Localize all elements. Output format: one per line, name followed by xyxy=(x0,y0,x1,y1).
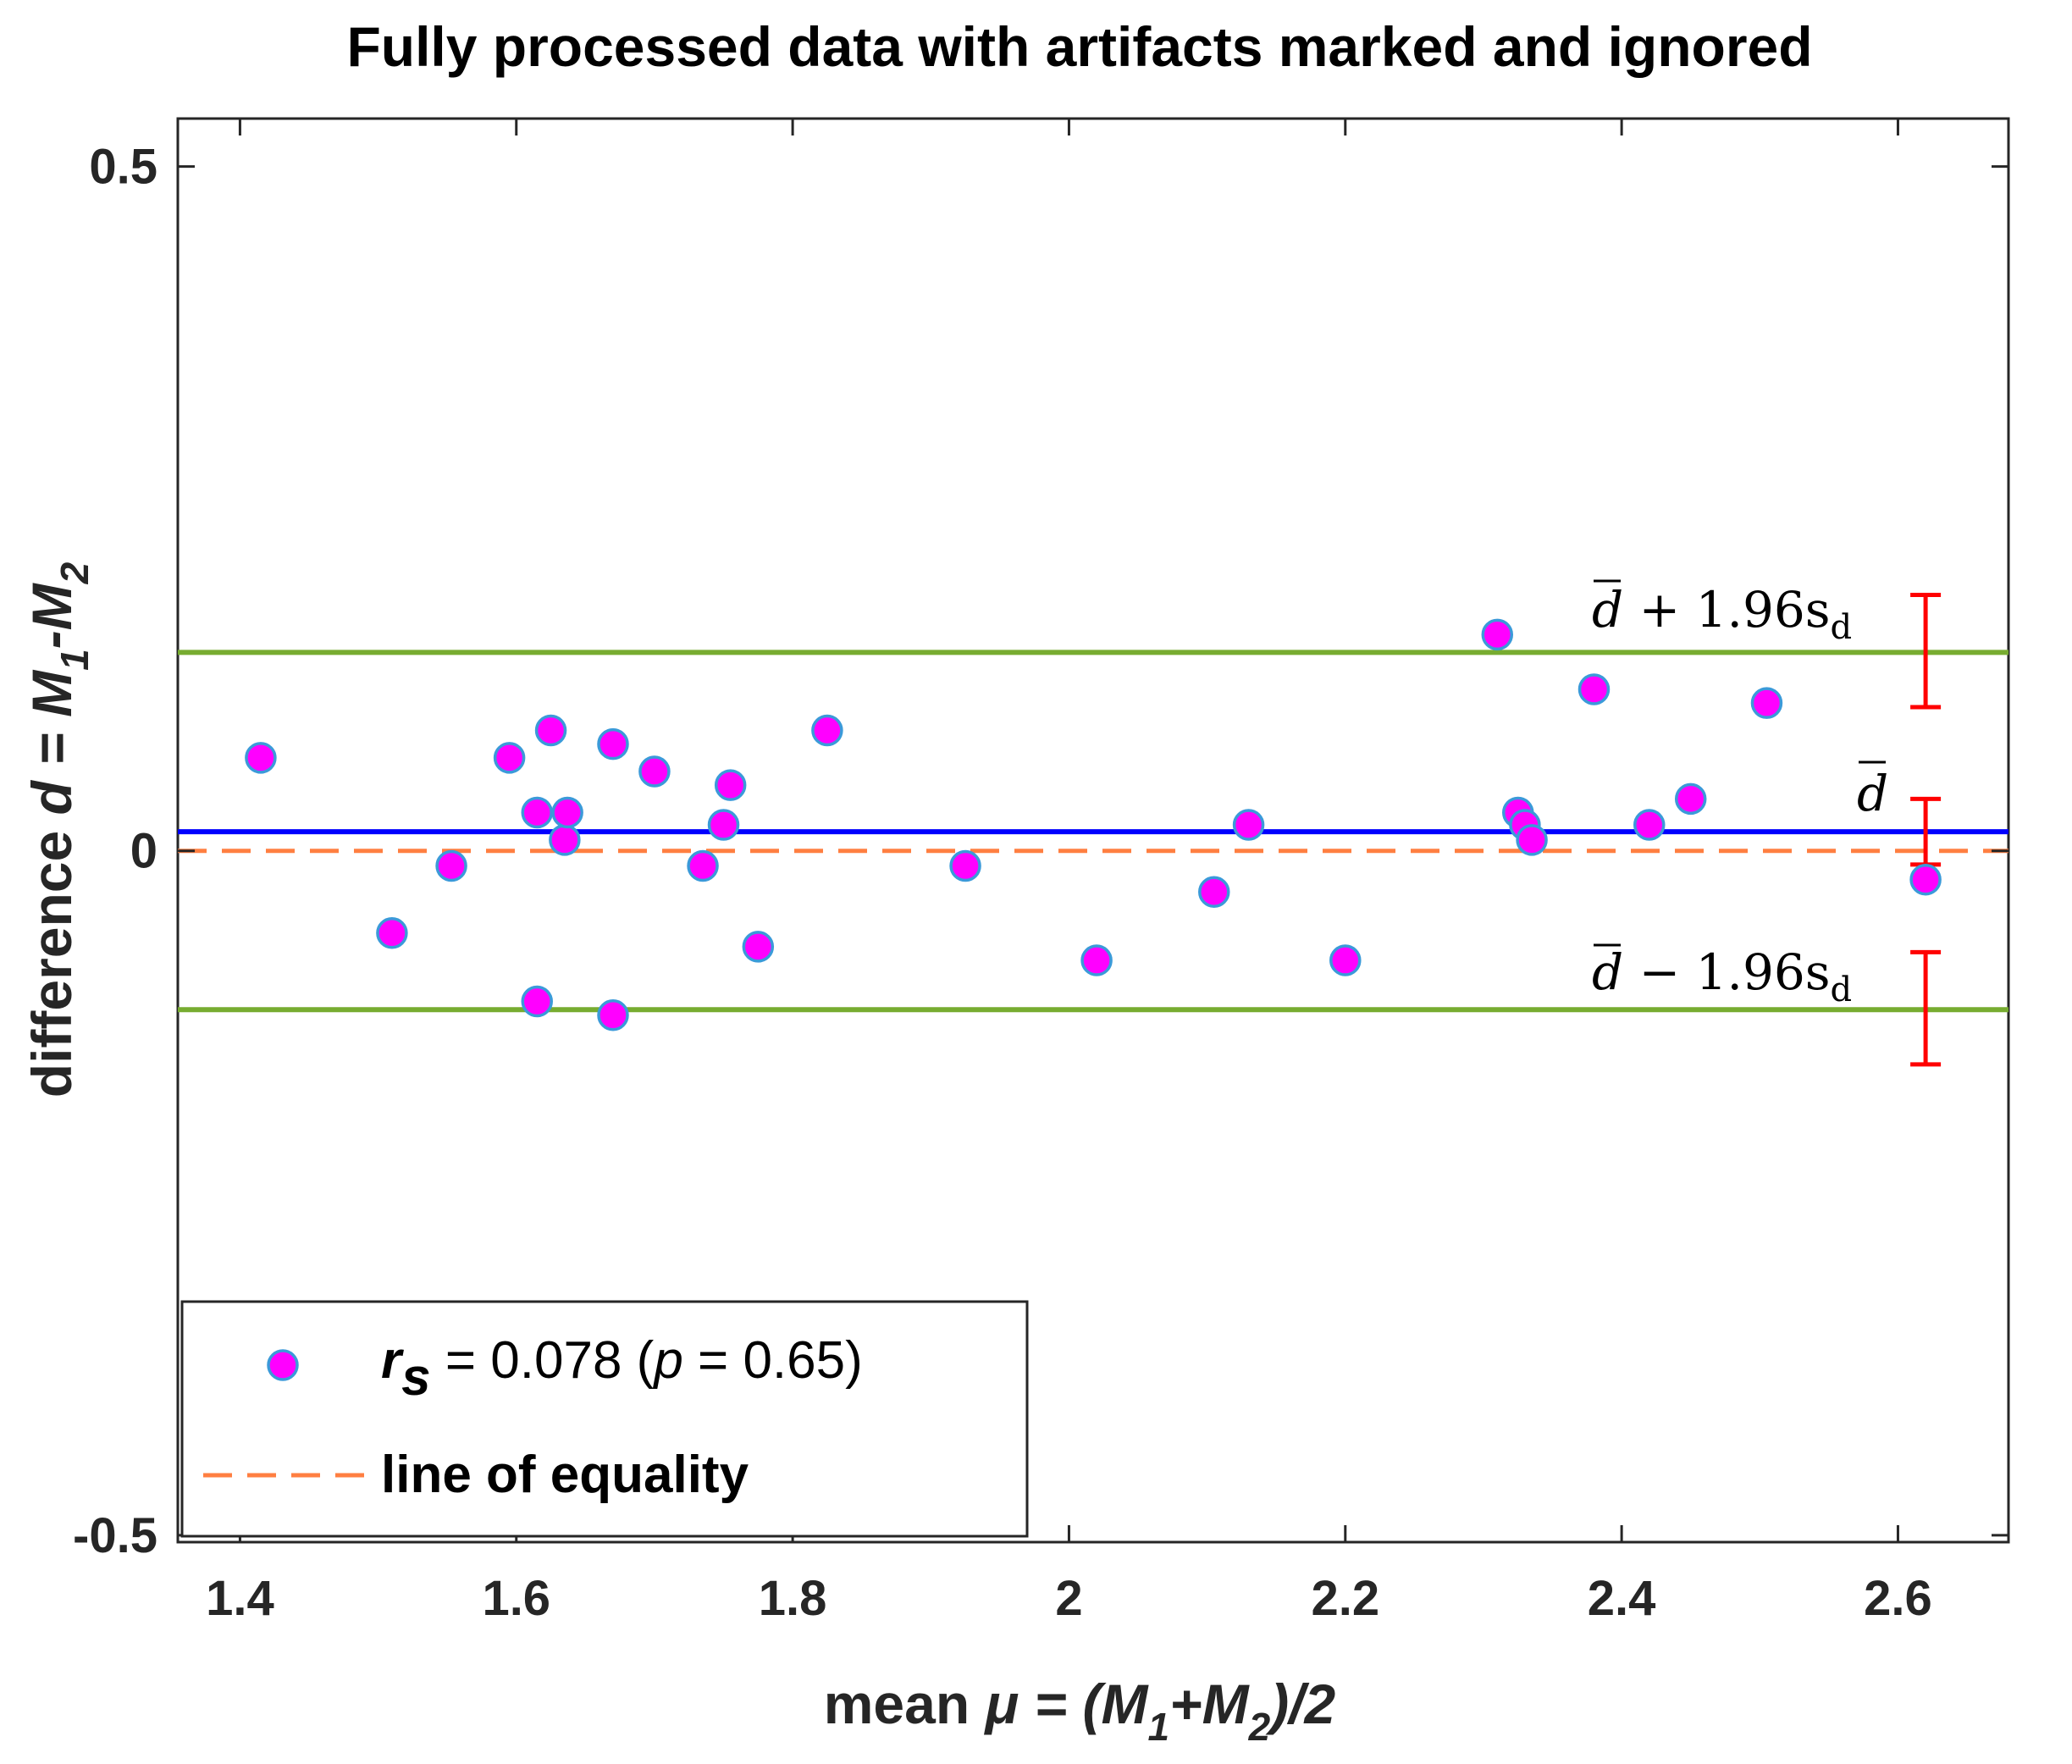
data-point xyxy=(1198,876,1230,908)
x-tick-label: 1.4 xyxy=(206,1571,274,1626)
data-point xyxy=(1329,944,1362,976)
x-axis-label: mean μ = (M1+M2)/2 xyxy=(824,1673,1336,1749)
data-point xyxy=(707,809,740,841)
data-point xyxy=(1909,863,1942,896)
x-tick-label: 1.6 xyxy=(482,1571,550,1626)
data-point xyxy=(949,849,981,882)
error-bar xyxy=(1910,949,1942,1067)
annotation-mean-d: d xyxy=(1857,760,1888,822)
svg-text:d: d xyxy=(1857,765,1888,822)
x-tick-label: 2.4 xyxy=(1588,1571,1656,1626)
x-tick-label: 2.6 xyxy=(1864,1571,1932,1626)
x-tick-label: 2 xyxy=(1055,1571,1082,1626)
data-point xyxy=(521,985,553,1018)
data-point xyxy=(742,931,775,963)
legend-scatter-label: rs = 0.078 (p = 0.65) xyxy=(381,1331,863,1407)
data-point xyxy=(811,714,843,747)
scatter-points xyxy=(245,618,1942,1031)
data-point xyxy=(1232,809,1265,841)
data-point xyxy=(549,824,581,856)
legend-scatter-marker xyxy=(267,1349,299,1381)
y-tick-label: 0.5 xyxy=(89,140,157,195)
reference-lines xyxy=(178,650,2008,1013)
data-point xyxy=(1633,809,1666,841)
error-bars xyxy=(1910,592,1942,1067)
data-point xyxy=(1080,944,1113,976)
y-axis-label: difference d = M1-M2 xyxy=(20,561,97,1098)
chart-title: Fully processed data with artifacts mark… xyxy=(346,15,1812,78)
data-point xyxy=(1481,618,1514,651)
x-tick-label: 2.2 xyxy=(1311,1571,1379,1626)
data-point xyxy=(1516,824,1548,856)
legend: rs = 0.078 (p = 0.65) line of equality xyxy=(180,1300,1029,1538)
legend-box xyxy=(180,1300,1029,1538)
data-point xyxy=(1577,673,1611,705)
data-point xyxy=(1674,782,1707,816)
legend-equality-label: line of equality xyxy=(381,1446,749,1504)
data-point xyxy=(597,998,629,1031)
data-point xyxy=(376,916,408,949)
data-point xyxy=(435,849,467,882)
x-tick-label: 1.8 xyxy=(759,1571,827,1626)
y-tick-label: 0 xyxy=(130,824,157,879)
data-point xyxy=(687,849,719,882)
data-point xyxy=(493,742,526,774)
data-point xyxy=(521,796,553,829)
data-point xyxy=(714,769,747,801)
data-point xyxy=(638,755,671,788)
svg-text:d + 1.96sd: d + 1.96sd xyxy=(1592,581,1852,647)
data-point xyxy=(551,796,583,829)
data-point xyxy=(534,714,567,747)
annotation-upper-loa: d + 1.96sd xyxy=(1592,579,1852,647)
y-tick-label: -0.5 xyxy=(73,1508,157,1563)
svg-text:d − 1.96sd: d − 1.96sd xyxy=(1592,943,1852,1009)
data-point xyxy=(245,742,277,774)
data-point xyxy=(597,727,629,760)
annotation-lower-loa: d − 1.96sd xyxy=(1592,943,1852,1009)
data-point xyxy=(1750,687,1783,719)
error-bar xyxy=(1910,592,1942,710)
